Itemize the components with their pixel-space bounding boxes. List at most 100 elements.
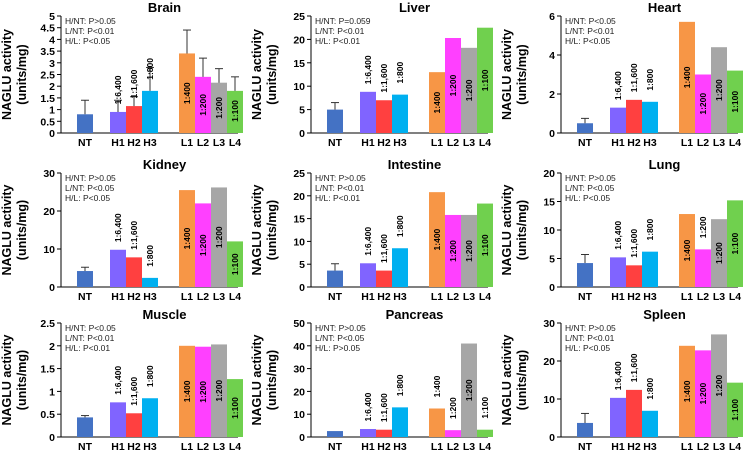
bar-l4 — [477, 429, 493, 437]
y-tick-label: 2 — [49, 341, 55, 353]
y-tick-label: 0 — [549, 282, 555, 294]
dilution-label: 1:800 — [395, 61, 405, 83]
dilution-label: 1:200 — [448, 397, 458, 419]
category-label: L2 — [197, 441, 209, 453]
bar-l2 — [445, 37, 461, 133]
dilution-label: 1:800 — [395, 215, 405, 237]
y-tick-label: 1.5 — [40, 93, 55, 105]
bar-l3 — [461, 343, 477, 437]
category-label: L3 — [463, 137, 475, 149]
category-label: H2 — [377, 291, 391, 303]
dilution-label: 1:200 — [214, 226, 224, 248]
panel-heart: NAGLU activity (units/mg) 0 2 4 6 Heart NT H1 1:6… — [500, 0, 743, 149]
dilution-label: 1:6,400 — [363, 392, 373, 421]
dilution-label: 1:200 — [714, 79, 724, 101]
bar-l4 — [227, 90, 243, 133]
bar-h1 — [610, 257, 626, 287]
dilution-label: 1:400 — [432, 228, 442, 250]
dilution-label: 1:200 — [464, 240, 474, 262]
dilution-label: 1:1,600 — [129, 377, 139, 406]
dilution-label: 1:200 — [464, 379, 474, 401]
category-label: H2 — [627, 441, 641, 453]
category-label: H1 — [611, 137, 625, 149]
dilution-label: 1:6,400 — [363, 55, 373, 84]
dilution-label: 1:400 — [432, 375, 442, 397]
panel-liver: NAGLU activity (units/mg) 0 5 10 15 20 25 Liver N… — [250, 0, 493, 149]
category-label: L2 — [697, 441, 709, 453]
category-label: L1 — [681, 291, 693, 303]
bar-h3 — [392, 407, 408, 437]
y-axis-label: NAGLU activity — [500, 29, 514, 120]
bar-l1 — [179, 190, 195, 287]
y-tick-label: 10 — [43, 244, 55, 256]
category-label: L1 — [181, 291, 193, 303]
y-tick-label: 20 — [293, 191, 305, 203]
dilution-label: 1:200 — [198, 381, 208, 403]
bar-h3 — [142, 398, 158, 437]
bar-nt — [327, 270, 343, 287]
category-label: H1 — [111, 137, 125, 149]
bar-h3 — [642, 410, 658, 437]
stat-text: H/L: P<0.05 — [65, 193, 110, 203]
dilution-label: 1:800 — [395, 374, 405, 396]
stat-text: H/NT: P>0.05 — [315, 173, 366, 183]
dilution-label: 1:100 — [230, 253, 240, 275]
y-axis-label: NAGLU activity — [0, 29, 14, 120]
y-axis-unit: (units/mg) — [15, 350, 29, 410]
category-label: H1 — [111, 441, 125, 453]
y-tick-label: 20 — [543, 356, 555, 368]
y-tick-label: 6 — [549, 11, 555, 23]
category-label: H1 — [611, 291, 625, 303]
category-label: L4 — [229, 137, 241, 149]
y-tick-label: 3.5 — [40, 46, 55, 58]
y-tick-label: 50 — [293, 318, 305, 330]
dilution-label: 1:1,600 — [379, 393, 389, 422]
bar-l4 — [727, 70, 743, 133]
y-tick-label: 1 — [49, 105, 55, 117]
y-axis-unit: (units/mg) — [515, 350, 529, 410]
stat-text: H/NT: P<0.05 — [565, 16, 616, 26]
y-tick-label: 10 — [293, 236, 305, 248]
bar-h3 — [142, 90, 158, 133]
category-label: L2 — [447, 441, 459, 453]
y-tick-label: 4 — [49, 34, 55, 46]
category-label: H2 — [377, 441, 391, 453]
y-tick-label: 0 — [49, 282, 55, 294]
bar-l4 — [477, 27, 493, 134]
panel-intestine: NAGLU activity (units/mg) 0 5 10 15 20 25 Intest… — [250, 157, 493, 303]
category-label: L3 — [213, 291, 225, 303]
bar-l3 — [211, 344, 227, 437]
bar-l3 — [461, 214, 477, 287]
dilution-label: 1:800 — [645, 378, 655, 400]
bar-h1 — [360, 91, 376, 133]
panel-lung: NAGLU activity (units/mg) 0 5 10 15 20 Lung NT H1… — [500, 157, 743, 303]
y-tick-label: 10 — [543, 394, 555, 406]
y-tick-label: 5 — [299, 259, 305, 271]
dilution-label: 1:400 — [432, 91, 442, 113]
y-tick-label: 0.5 — [40, 409, 55, 421]
dilution-label: 1:400 — [182, 82, 192, 104]
category-label: NT — [328, 291, 343, 303]
category-label: NT — [328, 441, 343, 453]
bar-l2 — [695, 350, 711, 437]
y-tick-label: 10 — [543, 225, 555, 237]
y-tick-label: 5 — [299, 105, 305, 117]
dilution-label: 1:1,600 — [129, 221, 139, 250]
dilution-label: 1:1,600 — [629, 353, 639, 382]
stat-text: H/L: P<0.01 — [315, 193, 360, 203]
dilution-label: 1:6,400 — [113, 213, 123, 242]
bar-l3 — [711, 47, 727, 134]
y-tick-label: 0 — [549, 128, 555, 140]
category-label: NT — [578, 441, 593, 453]
category-label: L4 — [729, 291, 741, 303]
bar-l1 — [429, 192, 445, 287]
y-tick-label: 0 — [49, 128, 55, 140]
y-tick-label: 0 — [299, 128, 305, 140]
bar-h2 — [626, 99, 642, 133]
stat-text: H/NT: P=0.059 — [315, 16, 371, 26]
bar-nt — [77, 271, 93, 287]
stat-text: H/NT: P>0.05 — [315, 323, 366, 333]
dilution-label: 1:200 — [198, 234, 208, 256]
bar-h2 — [376, 100, 392, 133]
